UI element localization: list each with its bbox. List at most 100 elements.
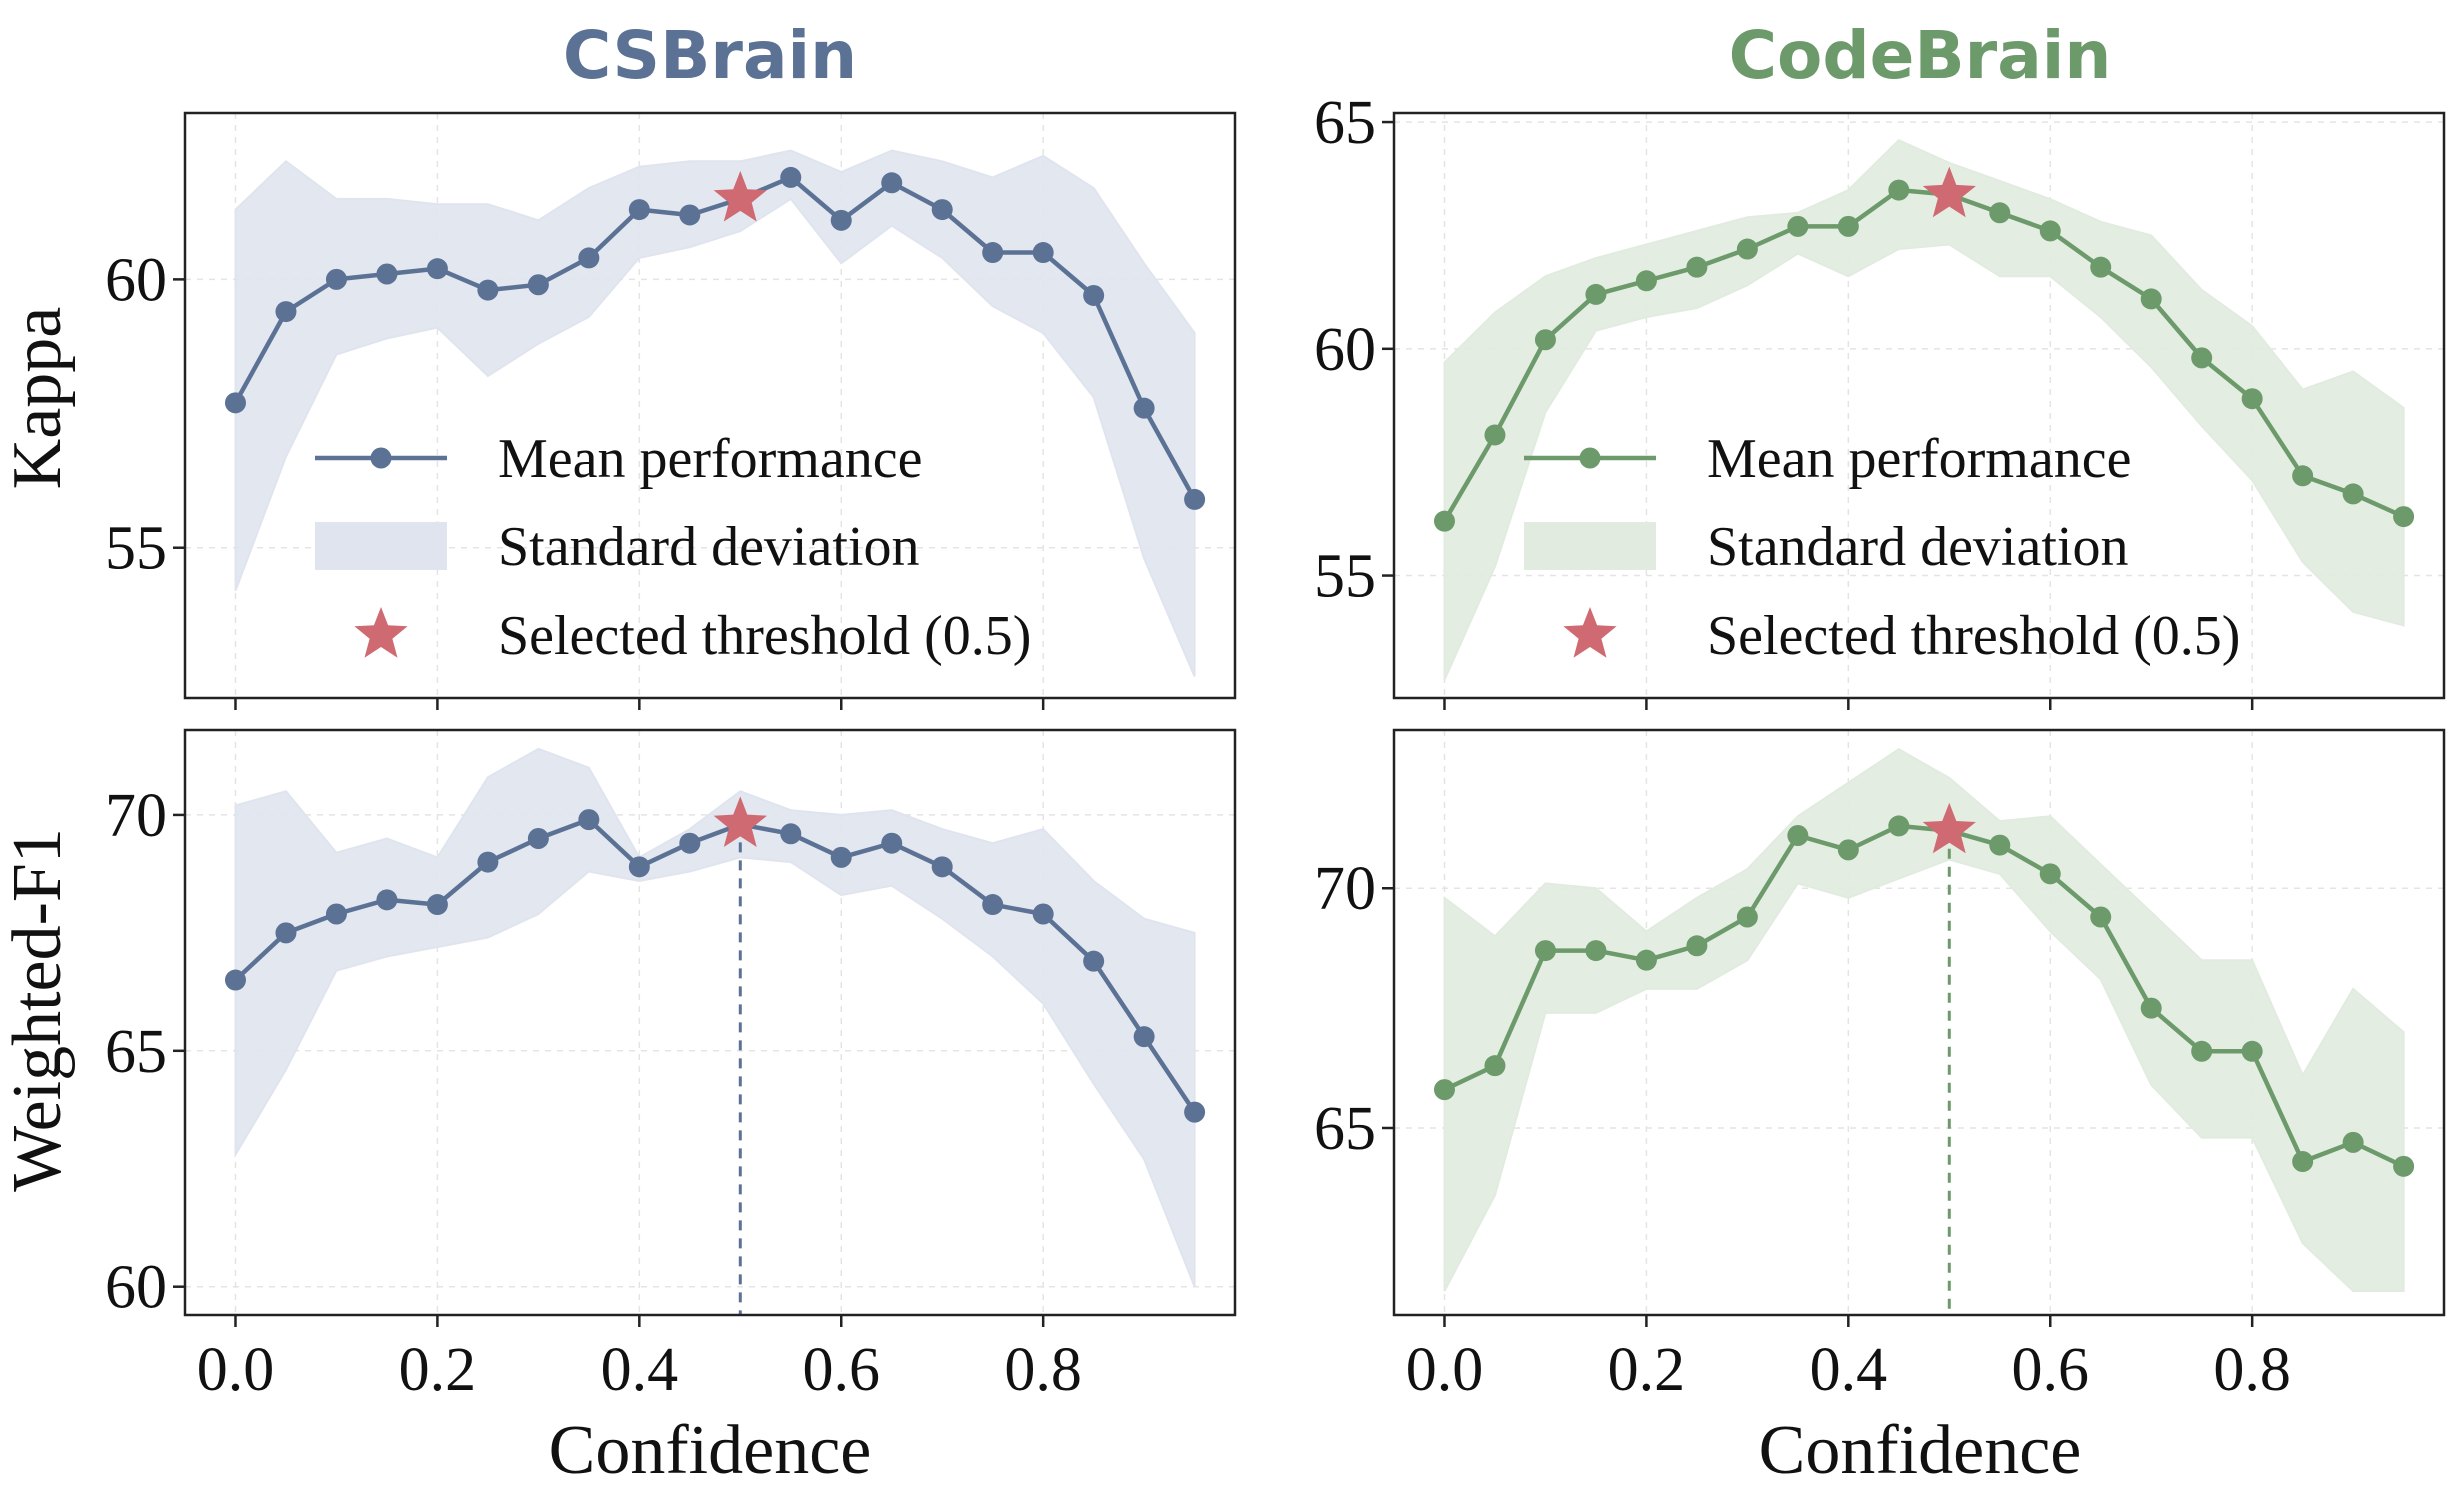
legend-std-label: Standard deviation — [1707, 516, 2128, 578]
data-point — [1585, 283, 1607, 305]
x-tick-label: 0.6 — [2012, 1336, 2090, 1404]
y-tick-label: 55 — [105, 515, 167, 583]
data-point — [275, 301, 297, 323]
data-point — [2191, 347, 2213, 369]
legend-mean-label: Mean performance — [498, 428, 922, 490]
data-point — [1433, 1079, 1455, 1101]
x-tick-label: 0.4 — [1810, 1336, 1888, 1404]
x-tick-label: 0.8 — [1004, 1336, 1082, 1404]
legend-mean-marker — [1579, 447, 1601, 469]
data-point — [830, 846, 852, 868]
codebrain-weighted-f1-panel: 0.0 0.2 0.4 0.6 0.8 65 70 — [1314, 728, 2446, 1404]
data-point — [1534, 329, 1556, 351]
data-point — [1184, 488, 1206, 510]
data-point — [325, 268, 347, 290]
data-point — [527, 828, 549, 850]
plot-frame — [1392, 728, 2446, 1317]
data-point — [881, 832, 903, 854]
data-point — [2039, 220, 2061, 242]
data-point — [931, 856, 953, 878]
data-point — [2241, 388, 2263, 410]
data-point — [1888, 179, 1910, 201]
data-point — [1635, 949, 1657, 971]
data-point — [1083, 950, 1105, 972]
data-point — [578, 809, 600, 831]
x-tick-label: 0.0 — [1406, 1336, 1484, 1404]
data-point — [325, 903, 347, 925]
std-band — [1443, 139, 2405, 681]
data-point — [1433, 510, 1455, 532]
data-point — [477, 279, 499, 301]
data-point — [780, 823, 802, 845]
selected-threshold-star — [713, 796, 767, 847]
x-axis-label-csbrain: Confidence — [549, 1412, 872, 1489]
legend-star-marker — [354, 607, 408, 658]
data-point — [679, 832, 701, 854]
data-point — [2191, 1040, 2213, 1062]
data-point — [275, 922, 297, 944]
y-tick-label: 65 — [1314, 1095, 1376, 1163]
data-point — [982, 242, 1004, 264]
data-point — [2393, 506, 2415, 528]
data-point — [830, 209, 852, 231]
x-tick-label: 0.8 — [2213, 1336, 2291, 1404]
csbrain-weighted-f1-panel: 0.0 0.2 0.4 0.6 0.8 60 65 70 — [105, 728, 1237, 1404]
legend-mean-marker — [370, 447, 392, 469]
data-point — [1484, 1055, 1506, 1077]
data-point — [881, 172, 903, 194]
data-point — [679, 204, 701, 226]
y-tick-label: 70 — [1314, 855, 1376, 923]
y-tick-label: 70 — [105, 782, 167, 850]
data-point — [527, 274, 549, 296]
data-point — [1888, 815, 1910, 837]
data-point — [1736, 906, 1758, 928]
data-point — [1787, 824, 1809, 846]
legend-mean-label: Mean performance — [1707, 428, 2131, 490]
std-band — [1443, 748, 2405, 1292]
data-point — [1184, 1101, 1206, 1123]
data-point — [1133, 397, 1155, 419]
data-point — [426, 258, 448, 280]
data-point — [1032, 242, 1054, 264]
selected-threshold-star — [1922, 802, 1976, 854]
codebrain-kappa-panel: 55 60 65 Mean performance Standard deviation… — [1314, 89, 2446, 710]
data-point — [931, 199, 953, 221]
data-point — [2292, 1151, 2314, 1173]
legend-std-swatch — [1524, 522, 1656, 570]
data-point — [982, 894, 1004, 916]
data-point — [2140, 288, 2162, 310]
data-point — [1686, 256, 1708, 278]
data-point — [477, 851, 499, 873]
data-point — [2140, 997, 2162, 1019]
data-point — [1736, 238, 1758, 260]
legend-star-label: Selected threshold (0.5) — [498, 605, 1031, 667]
x-tick-label: 0.6 — [803, 1336, 881, 1404]
plot-frame — [183, 111, 1237, 700]
data-point — [376, 263, 398, 285]
x-tick-label: 0.4 — [601, 1336, 679, 1404]
data-point — [1989, 834, 2011, 856]
legend-std-label: Standard deviation — [498, 516, 919, 578]
legend-std-swatch — [315, 522, 447, 570]
data-point — [2292, 465, 2314, 487]
data-point — [2393, 1155, 2415, 1177]
data-point — [1585, 940, 1607, 962]
data-point — [376, 889, 398, 911]
data-point — [224, 392, 246, 414]
data-point — [1686, 935, 1708, 957]
data-point — [224, 969, 246, 991]
y-tick-label: 55 — [1314, 543, 1376, 611]
csbrain-title: CSBrain — [563, 17, 857, 94]
legend-star-label: Selected threshold (0.5) — [1707, 605, 2240, 667]
csbrain-kappa-panel: 55 60 Mean performance Standard deviation Se… — [105, 111, 1237, 710]
data-point — [1635, 270, 1657, 292]
data-point — [1787, 215, 1809, 237]
data-point — [1837, 839, 1859, 861]
x-tick-label: 0.2 — [1608, 1336, 1686, 1404]
data-point — [578, 247, 600, 269]
x-tick-label: 0.0 — [197, 1336, 275, 1404]
y-axis-label-kappa: Kappa — [0, 307, 76, 490]
y-tick-label: 60 — [1314, 316, 1376, 384]
y-tick-label: 60 — [105, 1254, 167, 1322]
